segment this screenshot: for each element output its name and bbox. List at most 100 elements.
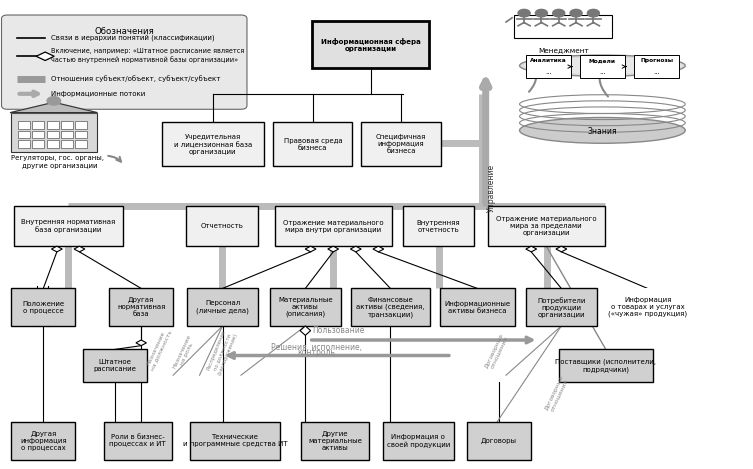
Text: Связи в иерархии понятий (классификации): Связи в иерархии понятий (классификации)	[51, 35, 215, 42]
Text: Внутренняя нормативная
база организации: Внутренняя нормативная база организации	[21, 219, 115, 233]
Text: Специфичная
информация
бизнеса: Специфичная информация бизнеса	[376, 134, 426, 154]
Bar	[403, 206, 474, 246]
Bar	[14, 206, 123, 246]
Text: Модели: Модели	[589, 59, 616, 63]
Polygon shape	[136, 340, 146, 346]
Ellipse shape	[523, 58, 681, 74]
Bar	[273, 122, 352, 166]
Polygon shape	[328, 246, 339, 252]
Text: Договорные
отношения: Договорные отношения	[484, 332, 510, 371]
Bar	[83, 349, 147, 382]
Text: Аналитика: Аналитика	[530, 59, 566, 63]
Text: Положение
о процессе: Положение о процессе	[23, 301, 64, 314]
Circle shape	[570, 9, 582, 17]
Polygon shape	[300, 326, 310, 335]
Bar	[47, 140, 59, 148]
Bar	[75, 140, 87, 148]
Text: частью внутренней нормативной базы организации»: частью внутренней нормативной базы орган…	[51, 57, 239, 63]
Bar	[47, 131, 59, 138]
Text: Информационная сфера
организации: Информационная сфера организации	[321, 38, 421, 52]
Text: Включение, например: «Штатное расписание является: Включение, например: «Штатное расписание…	[51, 48, 245, 53]
Text: Другая
нормативная
база: Другая нормативная база	[117, 297, 166, 317]
Bar	[526, 288, 597, 326]
Text: Отношения субъект/объект, субъект/субъект: Отношения субъект/объект, субъект/субъек…	[51, 76, 221, 82]
Text: Технические
и программные средства ИТ: Технические и программные средства ИТ	[183, 434, 287, 447]
Polygon shape	[36, 52, 54, 61]
Bar	[383, 422, 454, 460]
Text: ...: ...	[654, 69, 660, 75]
Text: Отчетность: Отчетность	[200, 223, 243, 229]
Bar	[526, 55, 571, 78]
Bar	[47, 121, 59, 129]
Text: Информация о
своей продукции: Информация о своей продукции	[387, 434, 450, 447]
Text: Информация
о товарах и услугах
(«чужая» продукция): Информация о товарах и услугах («чужая» …	[608, 297, 687, 318]
Bar	[580, 55, 625, 78]
Bar	[488, 206, 605, 246]
Bar	[361, 122, 441, 166]
Text: ...: ...	[545, 69, 551, 75]
Bar	[186, 206, 258, 246]
Text: Учредительная
и лицензионная база
организации: Учредительная и лицензионная база органи…	[174, 134, 252, 155]
Bar	[11, 422, 75, 460]
Ellipse shape	[520, 118, 685, 144]
Text: Поставщики (исполнители,
подрядчики): Поставщики (исполнители, подрядчики)	[555, 359, 657, 373]
Bar	[32, 131, 44, 138]
Bar	[301, 422, 369, 460]
Bar	[312, 21, 429, 68]
Polygon shape	[373, 246, 384, 252]
Bar	[11, 288, 75, 326]
Bar	[11, 113, 97, 152]
Polygon shape	[305, 246, 316, 252]
Circle shape	[535, 9, 547, 17]
Text: Отражение материального
мира за пределами
организации: Отражение материального мира за пределам…	[496, 216, 596, 236]
Bar	[61, 121, 73, 129]
Bar	[187, 288, 258, 326]
Bar	[610, 288, 685, 326]
Text: Другие
материальные
активы: Другие материальные активы	[308, 431, 362, 451]
Text: ...: ...	[599, 69, 605, 75]
Text: Персонал
(личные дела): Персонал (личные дела)	[196, 301, 249, 314]
FancyBboxPatch shape	[2, 15, 247, 109]
Circle shape	[518, 9, 530, 17]
Polygon shape	[350, 246, 361, 252]
Bar	[270, 288, 341, 326]
Text: Договоры: Договоры	[481, 438, 517, 444]
Text: Регуляторы, гос. органы,: Регуляторы, гос. органы,	[11, 155, 104, 161]
Bar	[634, 55, 679, 78]
Bar	[351, 288, 430, 326]
Text: Штатное
расписание: Штатное расписание	[93, 359, 136, 372]
Text: Пользование: Пользование	[312, 326, 365, 335]
Polygon shape	[74, 246, 85, 252]
Text: Информационные потоки: Информационные потоки	[51, 91, 145, 97]
Bar	[162, 122, 264, 166]
Bar	[190, 422, 280, 460]
Text: Другая
информация
о процессах: Другая информация о процессах	[20, 431, 66, 451]
Text: Материальные
активы
(описания): Материальные активы (описания)	[278, 297, 333, 318]
Bar	[61, 140, 73, 148]
Text: Менеджмент: Менеджмент	[538, 47, 589, 53]
Text: Информационные
активы бизнеса: Информационные активы бизнеса	[444, 301, 511, 314]
Bar	[104, 422, 172, 460]
Polygon shape	[556, 246, 567, 252]
Bar	[440, 288, 515, 326]
Circle shape	[587, 9, 599, 17]
Text: другие организации: другие организации	[22, 163, 97, 169]
Text: Отражение материального
мира внутри организации: Отражение материального мира внутри орга…	[283, 220, 383, 233]
Polygon shape	[11, 102, 97, 113]
Text: Обозначения: Обозначения	[94, 27, 154, 36]
Text: Назначение
на роль: Назначение на роль	[172, 333, 197, 372]
Text: Прогнозы: Прогнозы	[640, 59, 673, 63]
Polygon shape	[51, 246, 62, 252]
Bar	[18, 140, 30, 148]
Bar	[109, 288, 173, 326]
Bar	[467, 422, 531, 460]
Ellipse shape	[520, 55, 685, 76]
Bar	[514, 15, 612, 38]
Bar	[75, 131, 87, 138]
Bar	[32, 121, 44, 129]
Text: Финансовые
активы (сведения,
транзакции): Финансовые активы (сведения, транзакции)	[356, 297, 425, 318]
Polygon shape	[526, 246, 537, 252]
Text: Решения, исполнение,: Решения, исполнение,	[271, 343, 361, 352]
Text: Знания: Знания	[587, 127, 617, 136]
Bar	[275, 206, 392, 246]
